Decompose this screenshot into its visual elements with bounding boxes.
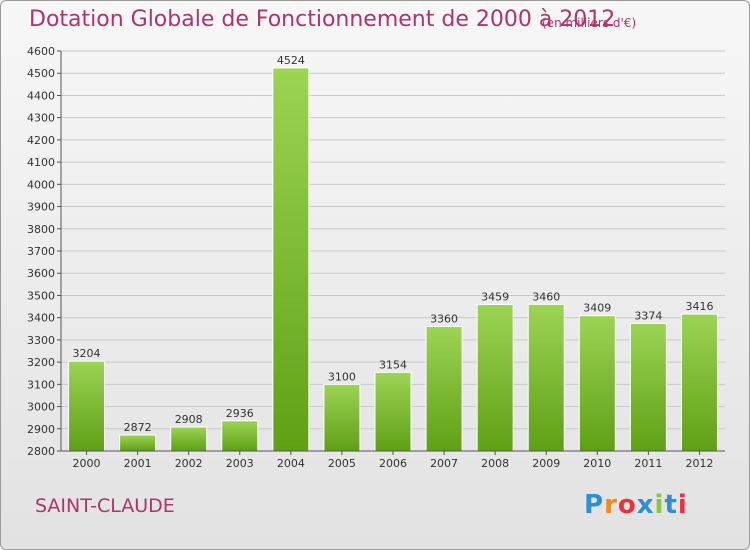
y-tick-label: 3500 [27, 289, 55, 302]
x-tick-label-2009: 2009 [532, 457, 560, 470]
x-tick-label-2004: 2004 [277, 457, 305, 470]
bar-2003[interactable] [221, 420, 259, 452]
y-tick-label: 3700 [27, 245, 55, 258]
axis-layer: 2800 2900 3000 3100 3200 3300 3400 3500 3600 3700… [27, 45, 725, 470]
logo-letter: P [584, 490, 605, 520]
bar-2005[interactable] [323, 383, 361, 452]
data-label-2011: 3374 [634, 309, 662, 322]
x-tick-label-2001: 2001 [124, 457, 152, 470]
y-tick-label: 3000 [27, 401, 55, 414]
y-tick-label: 4200 [27, 134, 55, 147]
bar-layer: 3204 2872 2908 2936 4524 3100 3154 3360 3459 3460… [68, 54, 718, 452]
x-tick-label-2008: 2008 [481, 457, 509, 470]
x-tick-label-2012: 2012 [685, 457, 713, 470]
data-label-2005: 3100 [328, 370, 356, 383]
bar-2000[interactable] [68, 360, 106, 452]
y-tick-label: 2900 [27, 423, 55, 436]
y-tick-label: 4500 [27, 67, 55, 80]
data-label-2010: 3409 [583, 302, 611, 315]
y-tick-label: 3400 [27, 312, 55, 325]
y-tick-label: 4300 [27, 112, 55, 125]
x-tick-label-2010: 2010 [583, 457, 611, 470]
data-label-2006: 3154 [379, 358, 407, 371]
data-label-2003: 2936 [226, 407, 254, 420]
y-tick-label: 4000 [27, 178, 55, 191]
y-tick-label: 4100 [27, 156, 55, 169]
chart-title: Dotation Globale de Fonctionnement de 20… [29, 7, 616, 32]
unit-label: (en milliers d'€) [542, 16, 637, 30]
data-label-2008: 3459 [481, 291, 509, 304]
logo-letter: i [654, 490, 665, 520]
y-tick-label: 3300 [27, 334, 55, 347]
data-label-2001: 2872 [124, 421, 152, 434]
y-tick-label: 4600 [27, 45, 55, 58]
bar-2009[interactable] [527, 303, 565, 452]
y-tick-label: 3600 [27, 267, 55, 280]
proxiti-logo[interactable]: Proxiti [584, 490, 688, 520]
logo-letter: o [617, 490, 637, 520]
bar-2008[interactable] [476, 304, 514, 452]
bar-2010[interactable] [578, 315, 616, 452]
bar-2011[interactable] [629, 322, 667, 452]
y-tick-label: 3100 [27, 378, 55, 391]
logo-letter: r [604, 490, 618, 520]
bar-2007[interactable] [425, 326, 463, 452]
x-tick-label-2006: 2006 [379, 457, 407, 470]
commune-name: SAINT-CLAUDE [35, 495, 175, 517]
x-tick-label-2011: 2011 [634, 457, 662, 470]
x-tick-label-2000: 2000 [73, 457, 101, 470]
y-tick-label: 2800 [27, 445, 55, 458]
y-tick-label: 3900 [27, 201, 55, 214]
bar-2001[interactable] [119, 434, 157, 452]
y-tick-label: 4400 [27, 89, 55, 102]
bar-2002[interactable] [170, 426, 208, 452]
bar-2006[interactable] [374, 371, 412, 452]
data-label-2009: 3460 [532, 290, 560, 303]
logo-letter: x [636, 490, 655, 520]
x-tick-label-2005: 2005 [328, 457, 356, 470]
x-tick-label-2003: 2003 [226, 457, 254, 470]
data-label-2002: 2908 [175, 413, 203, 426]
data-label-2012: 3416 [685, 300, 713, 313]
data-label-2000: 3204 [73, 347, 101, 360]
bar-2004[interactable] [272, 67, 310, 452]
y-tick-label: 3200 [27, 356, 55, 369]
logo-letter: i [677, 490, 688, 520]
data-label-2004: 4524 [277, 54, 305, 67]
data-label-2007: 3360 [430, 313, 458, 326]
x-tick-label-2002: 2002 [175, 457, 203, 470]
x-tick-label-2007: 2007 [430, 457, 458, 470]
y-tick-label: 3800 [27, 223, 55, 236]
bar-2012[interactable] [680, 313, 718, 452]
logo-letter: t [664, 490, 678, 520]
